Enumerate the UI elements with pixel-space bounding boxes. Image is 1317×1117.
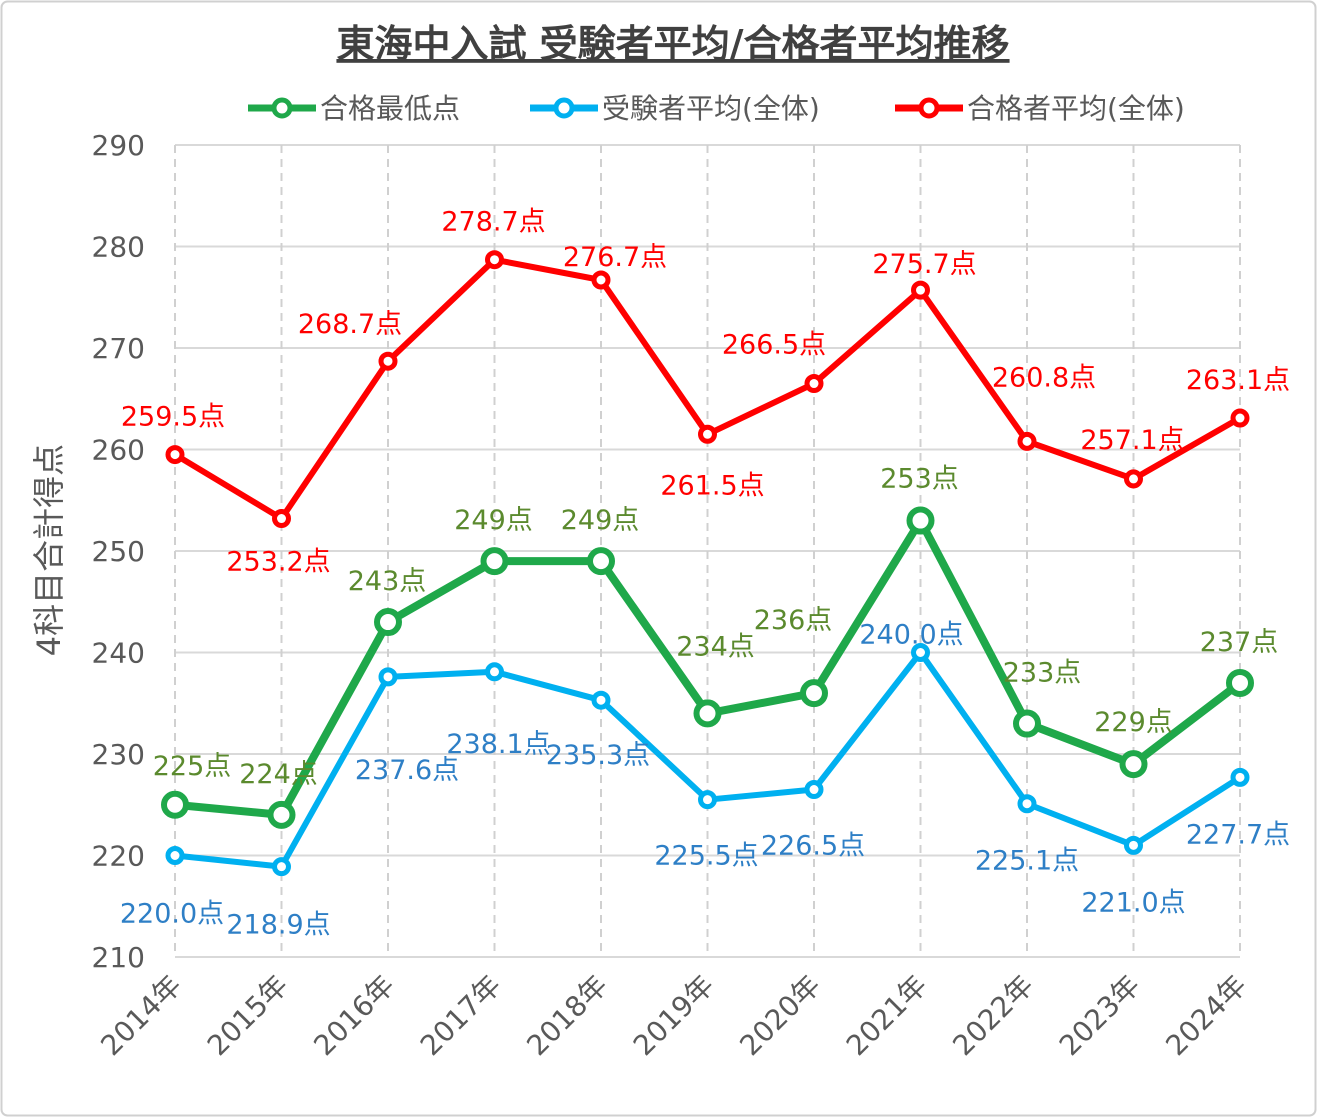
data-point bbox=[1226, 668, 1254, 697]
data-point bbox=[693, 699, 722, 728]
data-point bbox=[804, 374, 824, 394]
data-label: 243点 bbox=[348, 566, 427, 597]
data-label: 234点 bbox=[676, 631, 755, 662]
data-label: 237点 bbox=[1200, 627, 1279, 658]
data-point bbox=[906, 506, 935, 535]
data-label: 233点 bbox=[1003, 658, 1082, 689]
legend-item: 合格最低点 bbox=[248, 92, 460, 125]
legend-label: 合格最低点 bbox=[320, 92, 460, 125]
legend-label: 受験者平均(全体) bbox=[602, 92, 820, 125]
data-point bbox=[267, 800, 296, 829]
data-label: 266.5点 bbox=[722, 330, 826, 361]
data-point bbox=[587, 547, 615, 576]
y-tick-label: 230 bbox=[92, 738, 145, 771]
data-label: 253.2点 bbox=[226, 547, 330, 578]
y-tick-label: 260 bbox=[92, 434, 145, 467]
series-0 bbox=[161, 506, 1254, 829]
data-point bbox=[378, 667, 398, 687]
data-label: 276.7点 bbox=[563, 242, 667, 273]
data-label: 226.5点 bbox=[761, 831, 865, 862]
data-label: 220.0点 bbox=[120, 899, 224, 930]
y-tick-label: 250 bbox=[92, 535, 145, 568]
legend-marker bbox=[271, 97, 293, 119]
data-label: 268.7点 bbox=[298, 309, 402, 340]
legend-item: 合格者平均(全体) bbox=[895, 92, 1185, 125]
data-label: 225.5点 bbox=[654, 841, 758, 872]
series-2 bbox=[165, 250, 1250, 529]
data-point bbox=[800, 679, 828, 708]
data-point bbox=[698, 790, 717, 810]
chart-title: 東海中入試 受験者平均/合格者平均推移 bbox=[336, 22, 1009, 66]
legend-label: 合格者平均(全体) bbox=[967, 92, 1185, 125]
data-point bbox=[804, 780, 824, 800]
data-point bbox=[161, 790, 189, 819]
y-tick-label: 270 bbox=[92, 332, 145, 365]
data-label: 237.6点 bbox=[355, 755, 459, 786]
data-point bbox=[1230, 408, 1250, 428]
data-label: 236点 bbox=[754, 605, 833, 636]
data-label: 257.1点 bbox=[1080, 425, 1184, 456]
data-point bbox=[480, 547, 509, 576]
data-label: 227.7点 bbox=[1186, 819, 1290, 850]
data-point bbox=[591, 270, 611, 290]
data-label: 238.1点 bbox=[446, 729, 550, 760]
data-point bbox=[374, 608, 402, 637]
y-axis-title: 4科目合計得点 bbox=[30, 444, 68, 656]
data-label: 240.0点 bbox=[859, 620, 963, 651]
data-point bbox=[1017, 431, 1037, 451]
data-point bbox=[378, 351, 398, 371]
data-label: 225点 bbox=[153, 751, 232, 782]
data-point bbox=[1124, 469, 1143, 489]
data-point bbox=[911, 280, 930, 300]
data-label: 235.3点 bbox=[546, 740, 650, 771]
y-tick-label: 290 bbox=[92, 129, 145, 162]
data-label: 275.7点 bbox=[872, 249, 976, 280]
data-label: 221.0点 bbox=[1081, 887, 1185, 918]
data-point bbox=[1119, 750, 1148, 779]
data-label: 224点 bbox=[239, 759, 318, 790]
data-label: 225.1点 bbox=[975, 846, 1079, 877]
y-tick-label: 240 bbox=[92, 637, 145, 670]
data-point bbox=[591, 690, 611, 710]
data-point bbox=[485, 662, 504, 682]
data-label: 253点 bbox=[880, 464, 959, 495]
y-tick-label: 220 bbox=[92, 840, 145, 873]
data-point bbox=[165, 445, 185, 465]
data-point bbox=[698, 424, 717, 444]
legend-item: 受験者平均(全体) bbox=[530, 92, 820, 125]
legend: 合格最低点 受験者平均(全体) 合格者平均(全体) bbox=[248, 92, 1185, 125]
data-point bbox=[272, 857, 291, 877]
data-point bbox=[485, 250, 504, 270]
data-label: 249点 bbox=[561, 505, 640, 536]
data-label: 261.5点 bbox=[660, 470, 764, 501]
y-tick-label: 280 bbox=[92, 231, 145, 264]
data-label: 278.7点 bbox=[441, 207, 545, 238]
data-label: 218.9点 bbox=[226, 910, 330, 941]
data-point bbox=[1017, 794, 1037, 814]
data-label: 249点 bbox=[454, 505, 533, 536]
y-tick-label: 210 bbox=[92, 941, 145, 974]
data-label: 260.8点 bbox=[992, 362, 1096, 393]
data-point bbox=[1230, 767, 1250, 787]
data-point bbox=[1013, 709, 1041, 738]
data-label: 259.5点 bbox=[121, 402, 225, 433]
series-1 bbox=[165, 643, 1250, 877]
legend-marker bbox=[918, 97, 940, 119]
legend-marker bbox=[553, 97, 575, 119]
data-point bbox=[165, 846, 185, 865]
data-label: 229点 bbox=[1094, 707, 1173, 738]
data-point bbox=[1124, 835, 1143, 855]
data-point bbox=[911, 643, 930, 662]
data-point bbox=[272, 509, 291, 529]
data-label: 263.1点 bbox=[1186, 365, 1290, 396]
